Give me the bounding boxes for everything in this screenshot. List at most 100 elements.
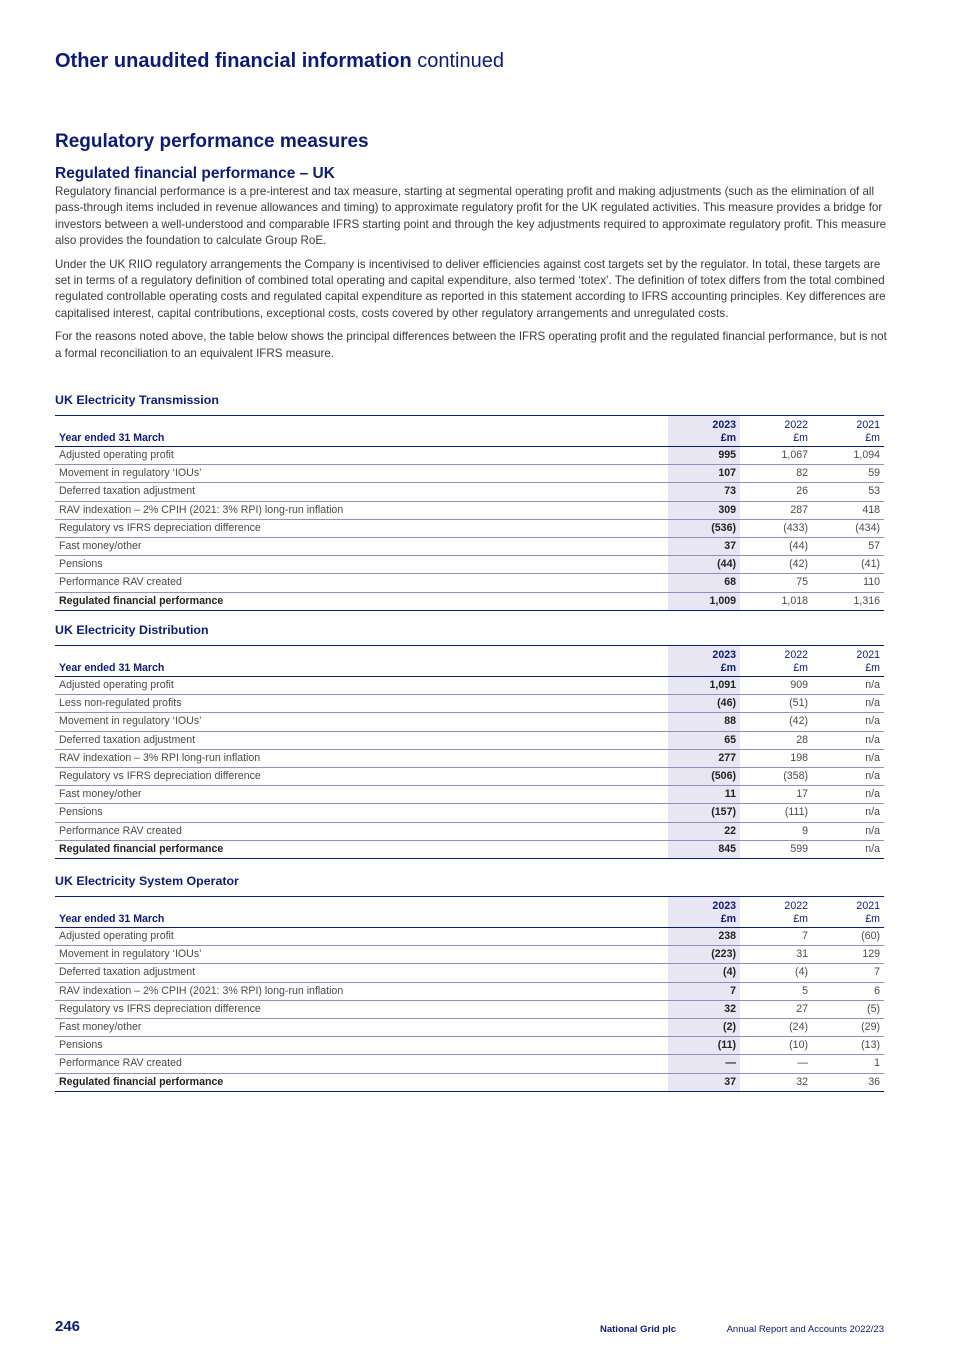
unit-header: £m (740, 661, 812, 677)
cell-value: (111) (740, 803, 812, 823)
header-spacer (55, 896, 668, 912)
cell-value: 1,067 (740, 446, 812, 466)
cell-value: n/a (812, 749, 884, 768)
cell-value: (506) (668, 767, 740, 787)
cell-value: 17 (740, 785, 812, 805)
table-row: Regulatory vs IFRS depreciation differen… (55, 767, 884, 787)
total-value: 1,018 (740, 591, 812, 611)
cell-value: 1,094 (812, 446, 884, 466)
page-number: 246 (55, 1318, 81, 1335)
total-label: Regulated financial performance (55, 591, 668, 611)
total-row: Regulated financial performance 37 32 36 (55, 1072, 884, 1092)
cell-value: — (740, 1054, 812, 1074)
cell-value: 277 (668, 749, 740, 768)
cell-value: 1,091 (668, 676, 740, 696)
cell-value: (44) (668, 555, 740, 575)
header-spacer (55, 645, 668, 661)
cell-value: 68 (668, 573, 740, 593)
cell-value: 73 (668, 482, 740, 502)
cell-value: (10) (740, 1036, 812, 1056)
cell-value: n/a (812, 767, 884, 787)
footer-company: National Grid plc (600, 1324, 677, 1335)
row-label: Movement in regulatory ‘IOUs’ (55, 945, 668, 965)
cell-value: 309 (668, 501, 740, 520)
cell-value: (44) (740, 537, 812, 557)
table-row: Deferred taxation adjustment 73 26 53 (55, 482, 884, 502)
row-header: Year ended 31 March (55, 431, 668, 447)
cell-value: 28 (740, 731, 812, 750)
cell-value: 32 (668, 1000, 740, 1019)
year-header: 2021 (812, 415, 884, 431)
unit-header: £m (740, 431, 812, 447)
cell-value: 26 (740, 482, 812, 502)
table-header-row: Year ended 31 March £m £m £m (55, 431, 884, 447)
cell-value: 5 (740, 982, 812, 1001)
row-label: Adjusted operating profit (55, 927, 668, 947)
year-header: 2022 (740, 415, 812, 431)
section-title: Regulatory performance measures (55, 131, 369, 152)
year-header: 2023 (668, 645, 740, 661)
table-system-operator: UK Electricity System Operator 2023 2022 20… (55, 873, 884, 1092)
row-label: Movement in regulatory ‘IOUs’ (55, 712, 668, 732)
cell-value: (4) (668, 963, 740, 983)
year-header: 2023 (668, 415, 740, 431)
intro-paragraph-2: Under the UK RIIO regulatory arrangement… (55, 257, 886, 320)
row-label: Deferred taxation adjustment (55, 731, 668, 750)
cell-value: n/a (812, 712, 884, 732)
table-header-row: Year ended 31 March £m £m £m (55, 661, 884, 677)
cell-value: (29) (812, 1018, 884, 1038)
year-header: 2021 (812, 645, 884, 661)
cell-value: 198 (740, 749, 812, 768)
table-row: Deferred taxation adjustment (4) (4) 7 (55, 963, 884, 983)
sub-title: Regulated financial performance – UK (55, 165, 335, 182)
table-row: Fast money/other 11 17 n/a (55, 785, 884, 805)
cell-value: 65 (668, 731, 740, 750)
data-table: 2023 2022 2021 Year ended 31 March £m £m £m Adj… (55, 415, 884, 611)
cell-value: (51) (740, 694, 812, 714)
table-row: Adjusted operating profit 1,091 909 n/a (55, 676, 884, 696)
unit-header: £m (668, 431, 740, 447)
table-title: UK Electricity Transmission (55, 393, 219, 407)
year-header: 2022 (740, 896, 812, 912)
cell-value: (536) (668, 519, 740, 538)
cell-value: (4) (740, 963, 812, 983)
table-row: RAV indexation – 2% CPIH (2021: 3% RPI) … (55, 501, 884, 520)
cell-value: 129 (812, 945, 884, 965)
table-row: Movement in regulatory ‘IOUs’ (223) 31 129 (55, 945, 884, 965)
cell-value: 995 (668, 446, 740, 466)
table-title: UK Electricity Distribution (55, 623, 209, 637)
table-row: RAV indexation – 2% CPIH (2021: 3% RPI) … (55, 982, 884, 1001)
total-row: Regulated financial performance 1,009 1,01… (55, 591, 884, 611)
total-value: 845 (668, 839, 740, 859)
cell-value: 59 (812, 464, 884, 484)
total-label: Regulated financial performance (55, 1072, 668, 1092)
cell-value: (13) (812, 1036, 884, 1056)
row-label: Pensions (55, 803, 668, 823)
cell-value: 75 (740, 573, 812, 593)
cell-value: 107 (668, 464, 740, 484)
cell-value: 11 (668, 785, 740, 805)
table-row: Regulatory vs IFRS depreciation differen… (55, 519, 884, 538)
cell-value: (157) (668, 803, 740, 823)
table-row: Deferred taxation adjustment 65 28 n/a (55, 731, 884, 750)
table-distribution: UK Electricity Distribution 2023 2022 2021 Y… (55, 622, 884, 859)
cell-value: — (668, 1054, 740, 1074)
table-header-row: 2023 2022 2021 (55, 415, 884, 431)
cell-value: 1 (812, 1054, 884, 1074)
cell-value: 418 (812, 501, 884, 520)
cell-value: 7 (668, 982, 740, 1001)
cell-value: n/a (812, 694, 884, 714)
cell-value: 7 (740, 927, 812, 947)
table-row: Regulatory vs IFRS depreciation differen… (55, 1000, 884, 1019)
unit-header: £m (812, 912, 884, 928)
total-value: 1,316 (812, 591, 884, 611)
cell-value: (11) (668, 1036, 740, 1056)
cell-value: 287 (740, 501, 812, 520)
intro-text: Regulatory financial performance is a pr… (55, 184, 887, 369)
total-label: Regulated financial performance (55, 839, 668, 859)
row-label: Deferred taxation adjustment (55, 963, 668, 983)
table-title: UK Electricity System Operator (55, 874, 239, 888)
row-label: RAV indexation – 3% RPI long-run inflati… (55, 749, 668, 768)
cell-value: (42) (740, 712, 812, 732)
cell-value: 9 (740, 822, 812, 841)
